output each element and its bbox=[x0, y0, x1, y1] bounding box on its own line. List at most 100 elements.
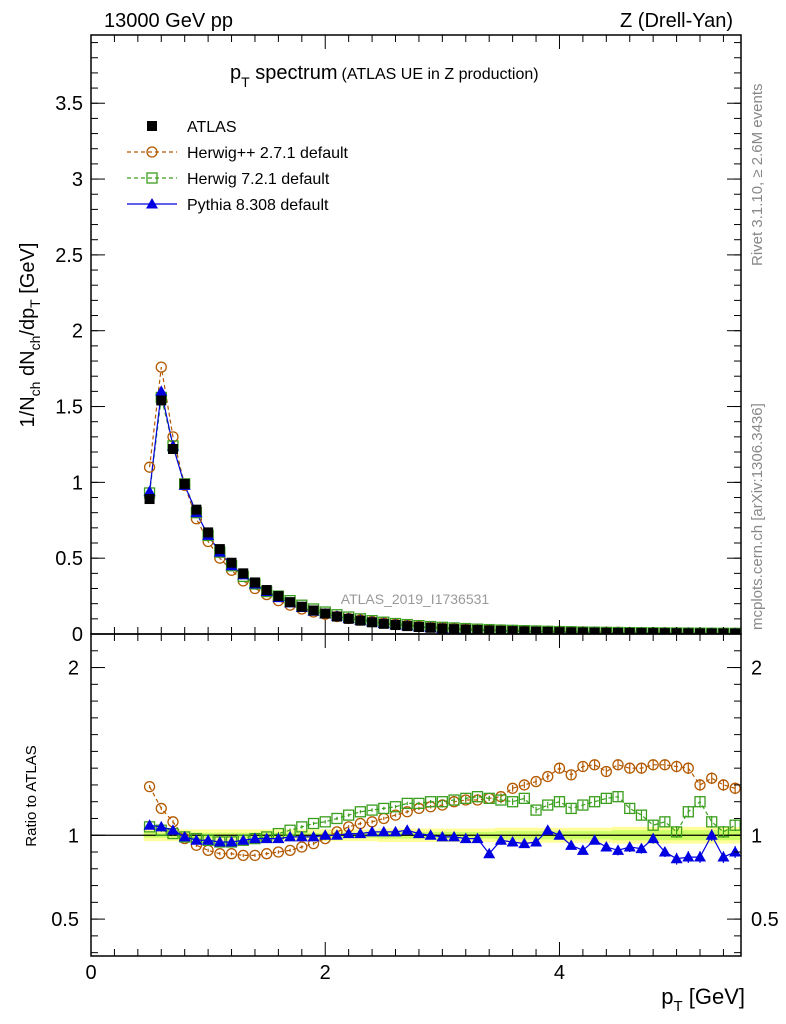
ratio-point-pythia-8-308-default bbox=[319, 829, 332, 840]
ratio-point-herwig-7-2-1-default bbox=[729, 819, 741, 831]
main-point-atlas bbox=[402, 621, 413, 632]
main-point-atlas bbox=[730, 628, 741, 634]
main-point-atlas bbox=[367, 617, 378, 628]
ratio-point-herwig-2-7-1-default bbox=[143, 780, 156, 793]
legend-marker-herwig-7-2-1-default bbox=[146, 172, 158, 184]
main-ytick-label: 2 bbox=[72, 321, 83, 343]
main-axes: 0 0.5 1 1.5 2 2.5 3 3.5 bbox=[55, 35, 741, 646]
main-point-atlas bbox=[613, 627, 624, 634]
ratio-point-herwig-2-7-1-default bbox=[717, 779, 730, 791]
main-ytick-label: 3.5 bbox=[55, 93, 83, 115]
ratio-point-herwig-2-7-1-default bbox=[401, 806, 413, 818]
ratio-ytick-label-right: 1 bbox=[751, 825, 762, 847]
ratio-point-herwig-7-2-1-default bbox=[565, 802, 577, 815]
ratio-point-pythia-8-308-default bbox=[284, 830, 297, 842]
ratio-ytick-label-left: 2 bbox=[68, 658, 79, 680]
ratio-point-pythia-8-308-default bbox=[248, 832, 261, 844]
ratio-point-herwig-7-2-1-default bbox=[635, 809, 648, 821]
ratio-point-pythia-8-308-default bbox=[436, 830, 449, 842]
main-point-atlas bbox=[589, 627, 600, 634]
ratio-point-herwig-7-2-1-default bbox=[307, 817, 320, 830]
ratio-point-herwig-7-2-1-default bbox=[495, 794, 507, 806]
main-point-atlas bbox=[355, 615, 366, 626]
ratio-ylabel: Ratio to ATLAS bbox=[23, 745, 40, 846]
plot-title-note: (ATLAS UE in Z production) bbox=[342, 66, 539, 83]
ratio-point-herwig-2-7-1-default bbox=[214, 848, 226, 860]
ratio-point-herwig-2-7-1-default bbox=[577, 760, 589, 773]
ratio-point-herwig-7-2-1-default bbox=[659, 816, 671, 828]
ratio-point-pythia-8-308-default bbox=[213, 835, 226, 847]
ratio-point-herwig-7-2-1-default bbox=[331, 812, 343, 825]
ratio-ytick-label-right: 2 bbox=[751, 658, 762, 680]
main-panel: 0 0.5 1 1.5 2 2.5 3 3.5 pT spectrum (ATLAS UE in… bbox=[17, 34, 742, 646]
mcplots-label: mcplots.cern.ch [arXiv:1306.3436] bbox=[749, 403, 766, 630]
main-point-atlas bbox=[261, 585, 272, 596]
ratio-point-pythia-8-308-default bbox=[260, 832, 273, 844]
main-ytick-label: 1.5 bbox=[55, 397, 83, 419]
main-point-atlas bbox=[636, 628, 647, 634]
x-axis-label-main: p bbox=[661, 984, 673, 1009]
ratio-plot-content bbox=[91, 759, 741, 865]
ratio-point-herwig-7-2-1-default bbox=[354, 806, 367, 818]
main-ytick-label: 2.5 bbox=[55, 245, 83, 267]
ratio-point-pythia-8-308-default bbox=[354, 827, 367, 839]
ratio-point-herwig-7-2-1-default bbox=[624, 802, 636, 815]
ratio-point-herwig-7-2-1-default bbox=[694, 796, 706, 808]
main-point-atlas bbox=[425, 622, 436, 633]
analysis-label: ATLAS_2019_I1736531 bbox=[341, 591, 490, 607]
ratio-point-herwig-2-7-1-default bbox=[706, 772, 718, 784]
main-ytick-label: 3 bbox=[72, 169, 83, 191]
ratio-point-pythia-8-308-default bbox=[330, 829, 343, 840]
main-point-herwig-2-7-1-default bbox=[155, 361, 167, 373]
ratio-point-herwig-2-7-1-default bbox=[249, 849, 261, 862]
ratio-point-pythia-8-308-default bbox=[471, 832, 484, 844]
ratio-point-pythia-8-308-default bbox=[295, 830, 308, 842]
ratio-point-herwig-7-2-1-default bbox=[483, 792, 495, 805]
ratio-point-pythia-8-308-default bbox=[190, 834, 203, 845]
main-point-atlas bbox=[296, 601, 307, 612]
ratio-point-pythia-8-308-default bbox=[401, 824, 414, 835]
ratio-ytick-label-left: 1 bbox=[68, 825, 79, 847]
ratio-point-pythia-8-308-default bbox=[588, 834, 601, 845]
ratio-point-pythia-8-308-default bbox=[600, 840, 613, 852]
ratio-point-herwig-2-7-1-default bbox=[296, 841, 308, 853]
main-point-atlas bbox=[320, 608, 331, 619]
main-point-atlas bbox=[331, 611, 342, 622]
ratio-point-pythia-8-308-default bbox=[647, 832, 660, 844]
ratio-point-herwig-2-7-1-default bbox=[694, 779, 706, 791]
ratio-point-herwig-7-2-1-default bbox=[600, 792, 612, 805]
ratio-point-herwig-7-2-1-default bbox=[343, 809, 355, 821]
ratio-point-herwig-2-7-1-default bbox=[600, 765, 612, 778]
ratio-point-herwig-7-2-1-default bbox=[424, 796, 437, 808]
ratio-point-herwig-7-2-1-default bbox=[706, 816, 718, 828]
x-axis-label-rest: [GeV] bbox=[683, 984, 745, 1009]
main-point-atlas bbox=[214, 544, 225, 555]
ratio-point-pythia-8-308-default bbox=[366, 825, 379, 837]
ratio-point-herwig-7-2-1-default bbox=[518, 792, 530, 805]
legend-marker-pythia-8-308-default bbox=[146, 198, 158, 209]
ratio-point-pythia-8-308-default bbox=[635, 842, 648, 854]
main-point-atlas bbox=[659, 628, 670, 634]
ratio-point-pythia-8-308-default bbox=[202, 834, 215, 845]
ratio-point-herwig-2-7-1-default bbox=[647, 759, 659, 771]
ratio-point-herwig-7-2-1-default bbox=[670, 826, 683, 838]
legend-entry-atlas: ATLAS bbox=[147, 119, 237, 136]
ratio-point-pythia-8-308-default bbox=[307, 830, 320, 842]
main-point-atlas bbox=[226, 557, 237, 568]
ratio-point-pythia-8-308-default bbox=[342, 827, 355, 839]
ratio-point-pythia-8-308-default bbox=[553, 829, 566, 840]
ratio-point-herwig-7-2-1-default bbox=[682, 806, 694, 818]
ratio-point-pythia-8-308-default bbox=[694, 851, 707, 862]
ratio-point-herwig-2-7-1-default bbox=[155, 802, 167, 815]
main-ytick-label: 1 bbox=[72, 472, 83, 494]
x-axis-label: pT [GeV] bbox=[661, 984, 745, 1015]
plot-title-rest: spectrum bbox=[250, 62, 338, 84]
ratio-point-herwig-7-2-1-default bbox=[577, 799, 589, 811]
main-point-atlas bbox=[706, 628, 717, 634]
main-point-atlas bbox=[167, 443, 178, 454]
main-point-atlas bbox=[449, 624, 460, 634]
plot-title-main: p bbox=[230, 62, 241, 84]
legend-label-herwig-7-2-1-default: Herwig 7.2.1 default bbox=[187, 171, 330, 188]
ratio-point-herwig-2-7-1-default bbox=[553, 762, 566, 774]
main-ylabel: 1/Nch dNch/dpT [GeV] bbox=[17, 243, 43, 428]
